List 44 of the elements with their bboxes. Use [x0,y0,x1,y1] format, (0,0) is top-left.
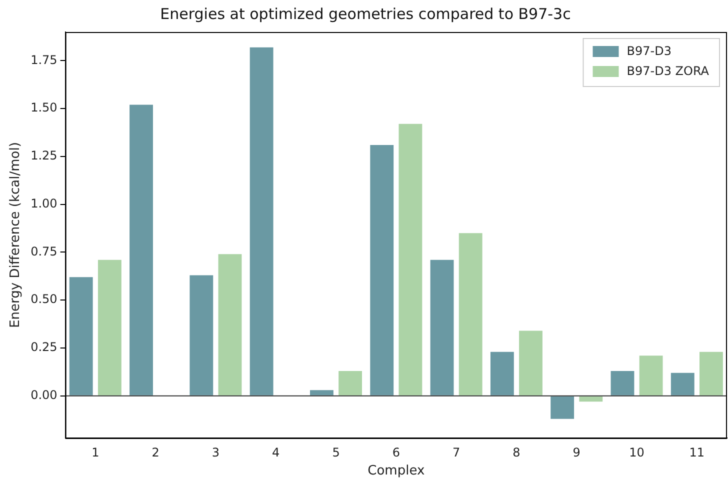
x-tick-label: 3 [212,445,220,460]
bar [98,260,122,396]
y-tick-label: 1.25 [30,148,58,163]
y-tick-label: 0.00 [30,388,58,402]
bar [130,104,153,396]
x-tick-label: 2 [152,445,160,460]
x-tick-label: 10 [629,445,644,460]
y-tick-label: 1.50 [30,100,58,115]
y-tick-label: 0.50 [30,292,58,306]
x-axis-title: Complex [368,464,425,479]
bar [190,275,214,396]
legend-label: B97-D3 ZORA [626,64,710,78]
bar [610,370,634,396]
x-tick-label: 4 [272,445,280,460]
bar [398,124,422,396]
y-tick-label: 1.00 [30,196,58,210]
x-tick-label: 6 [392,445,400,460]
bar [370,144,394,396]
bar [250,47,274,396]
bar [550,396,574,419]
x-tick-label: 9 [572,445,580,460]
legend-label: B97-D3 [626,44,672,58]
bar [699,352,723,396]
bar [430,260,454,396]
x-tick-label: 11 [689,445,705,460]
y-tick-label: 1.75 [30,52,58,67]
chart-title: Energies at optimized geometries compared to B97-3c [160,4,571,23]
bar [458,233,482,396]
y-axis-title: Energy Difference (kcal/mol) [8,142,24,328]
y-tick-label: 0.25 [30,340,58,354]
y-tick-label: 0.75 [30,244,58,258]
bar [579,396,603,402]
x-tick-label: 1 [92,445,100,460]
bar [670,372,694,396]
x-tick-label: 5 [332,445,340,460]
bar [338,370,362,396]
bar [218,254,242,396]
bar [490,352,514,396]
bar [639,356,663,396]
bar [69,277,93,396]
x-tick-label: 7 [452,445,460,460]
x-tick-label: 8 [512,445,520,460]
bar [519,330,542,396]
bar [310,390,334,396]
